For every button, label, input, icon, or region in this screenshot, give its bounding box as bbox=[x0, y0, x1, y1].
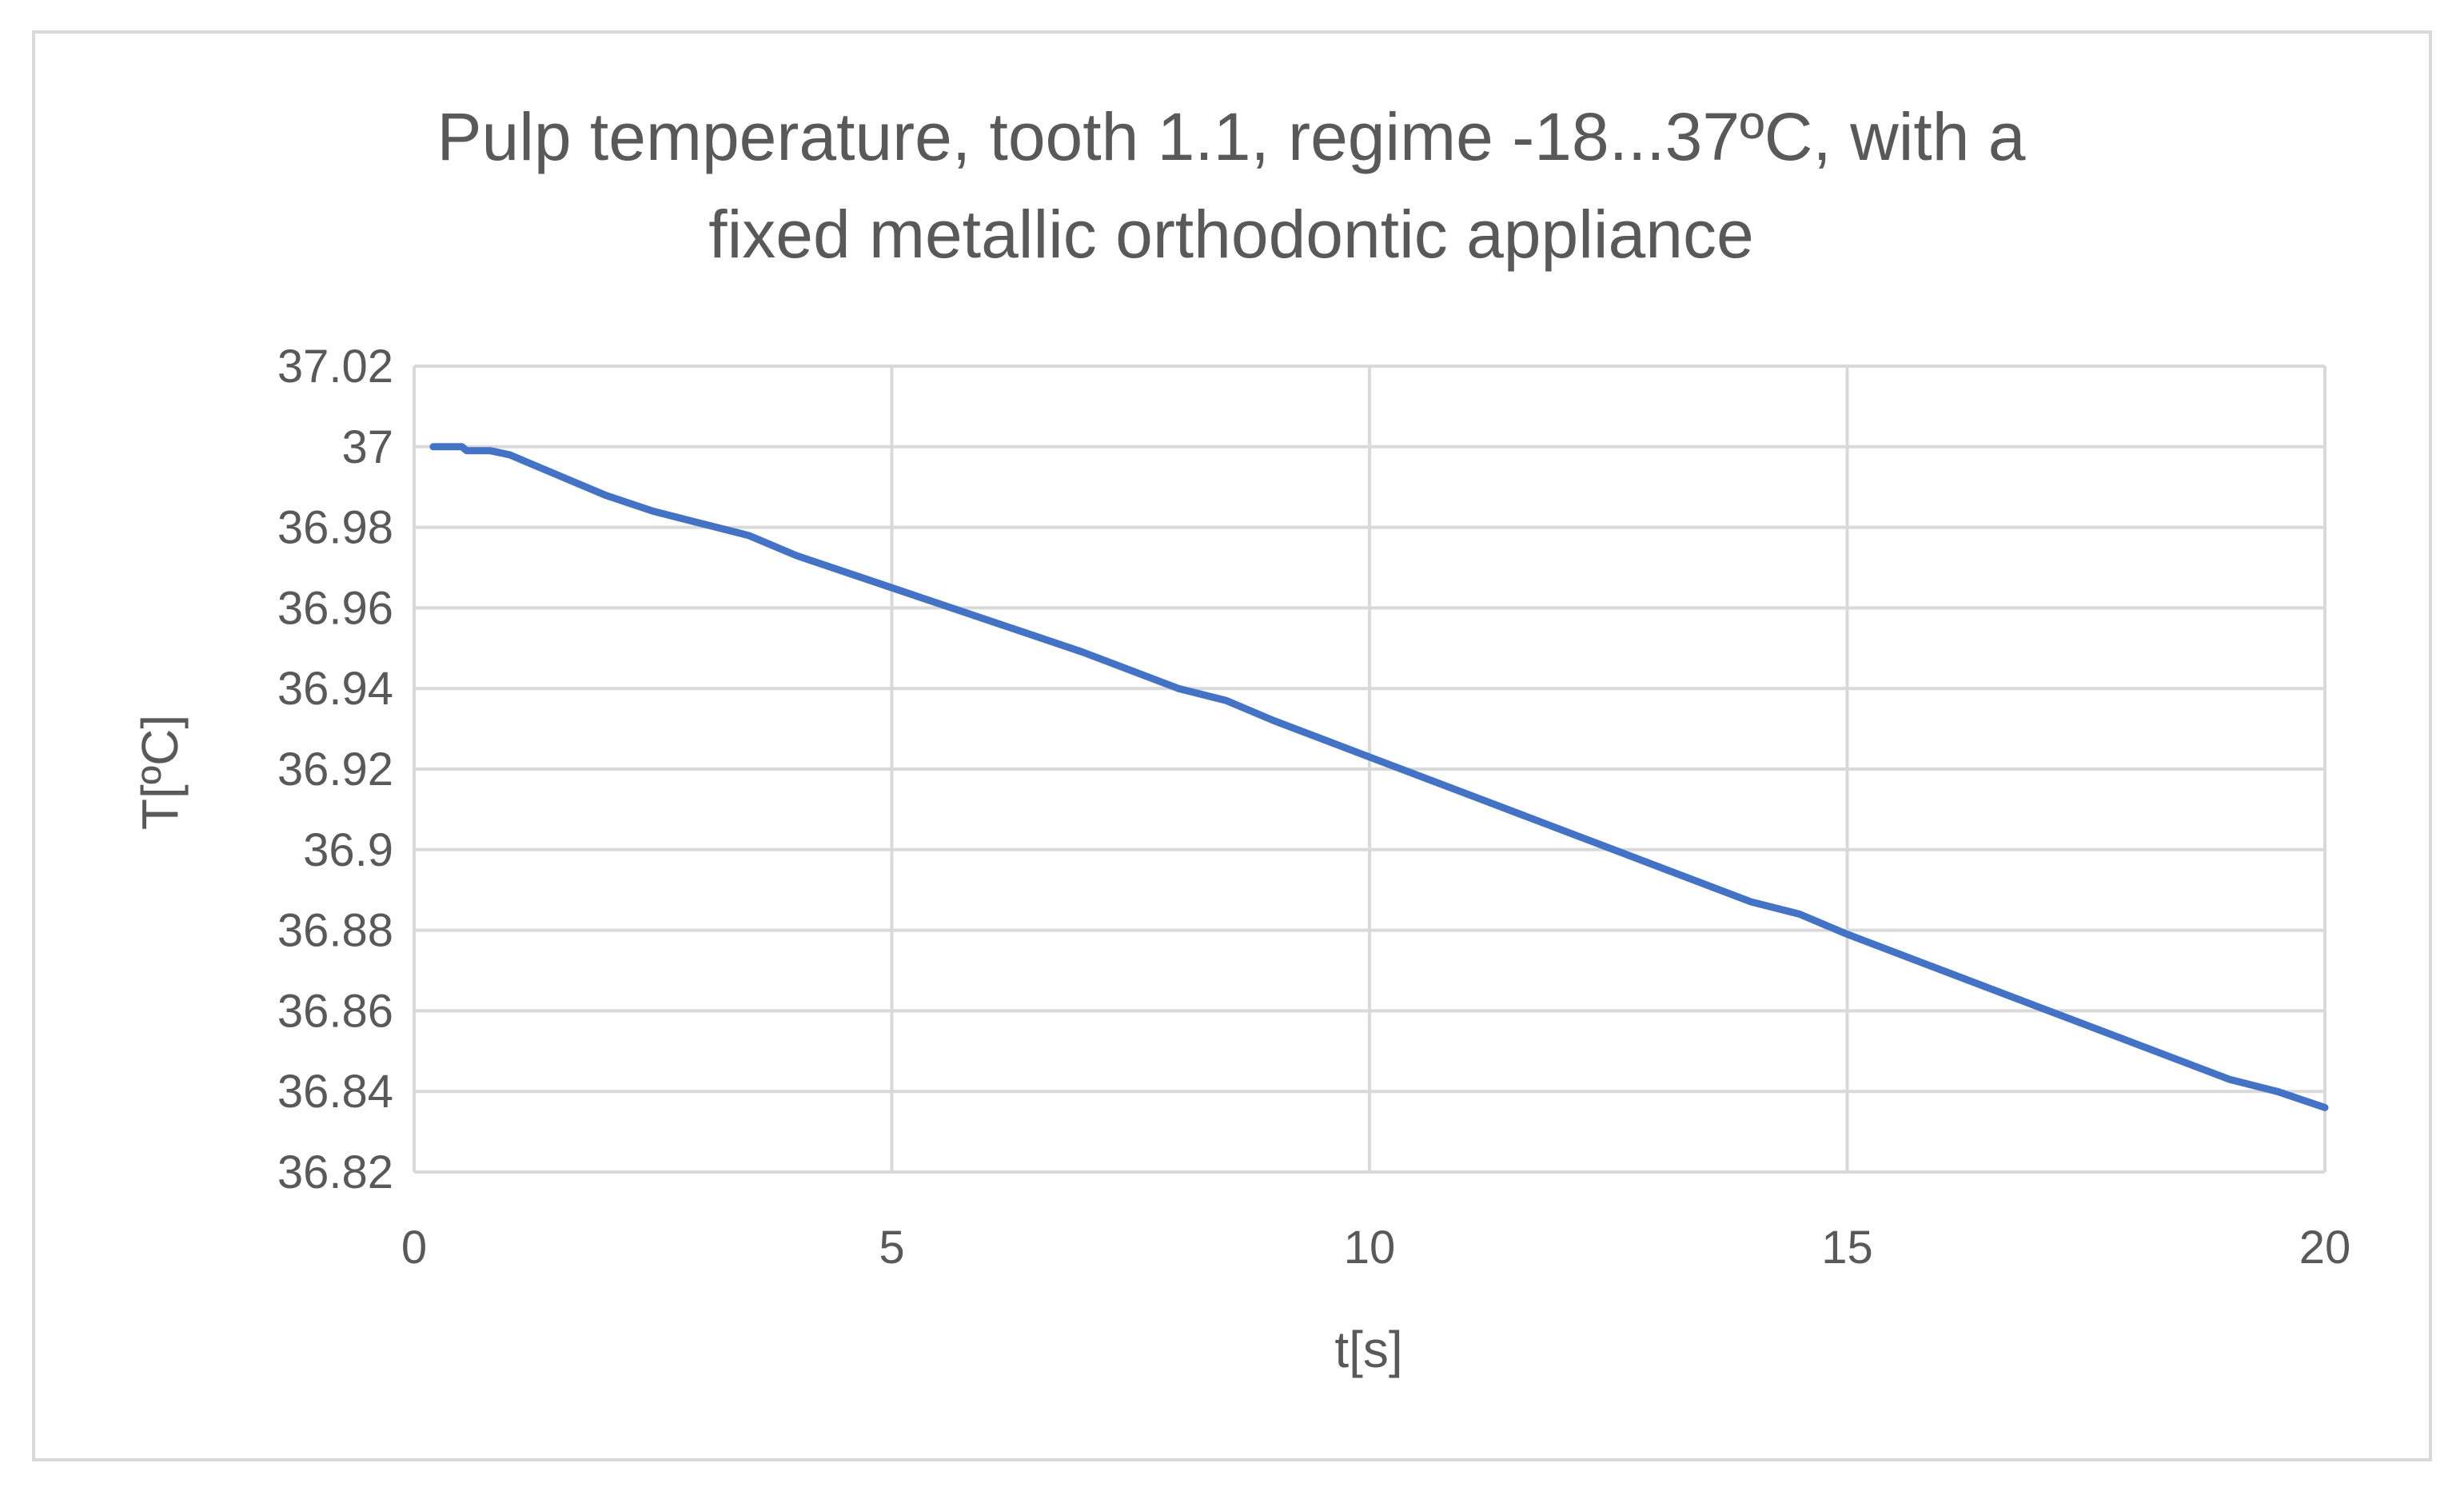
series-line bbox=[429, 443, 2329, 1111]
plot-series bbox=[429, 443, 2329, 1111]
y-tick-label: 36.86 bbox=[277, 985, 393, 1037]
y-tick-label: 36.94 bbox=[277, 663, 393, 715]
x-axis-tick-labels: 0 5 10 15 20 bbox=[401, 1222, 2350, 1274]
x-tick-label: 5 bbox=[879, 1222, 904, 1274]
x-tick-label: 10 bbox=[1344, 1222, 1396, 1274]
x-tick-label: 0 bbox=[401, 1222, 427, 1274]
chart-title-line-1: Pulp temperature, tooth 1.1, regime -18.… bbox=[437, 99, 2025, 174]
gridlines bbox=[413, 365, 2326, 1174]
y-axis-title: T[ºC] bbox=[131, 715, 189, 830]
y-axis-tick-labels: 37.02 37 36.98 36.96 36.94 36.92 36.9 36.88 36.8… bbox=[277, 341, 393, 1198]
y-tick-label: 36.82 bbox=[277, 1146, 393, 1198]
y-tick-label: 36.92 bbox=[277, 744, 393, 795]
chart-area bbox=[32, 30, 2432, 1461]
y-tick-label: 37 bbox=[341, 421, 393, 473]
y-tick-label: 36.98 bbox=[277, 502, 393, 554]
y-tick-label: 36.88 bbox=[277, 905, 393, 957]
y-tick-label: 37.02 bbox=[277, 341, 393, 393]
chart-title-line-2: fixed metallic orthodontic appliance bbox=[708, 197, 1753, 272]
x-axis-title: t[s] bbox=[1334, 1321, 1402, 1378]
y-tick-label: 36.9 bbox=[303, 824, 393, 876]
x-tick-label: 20 bbox=[2299, 1222, 2351, 1274]
x-tick-label: 15 bbox=[1821, 1222, 1873, 1274]
y-tick-label: 36.96 bbox=[277, 582, 393, 634]
y-tick-label: 36.84 bbox=[277, 1066, 393, 1118]
chart-title: Pulp temperature, tooth 1.1, regime -18.… bbox=[437, 99, 2025, 272]
